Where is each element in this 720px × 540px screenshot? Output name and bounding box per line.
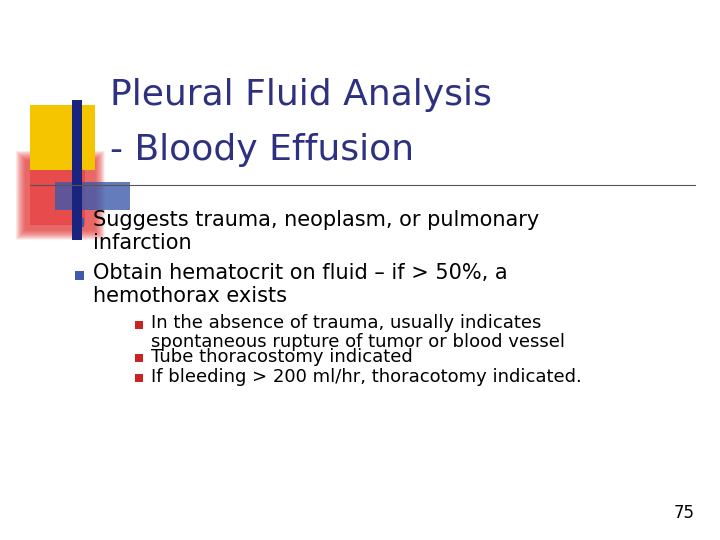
- Bar: [75, 271, 84, 280]
- Bar: [24, 159, 96, 231]
- Bar: [135, 354, 143, 362]
- Bar: [18, 153, 102, 237]
- Bar: [17, 152, 103, 238]
- Text: In the absence of trauma, usually indicates: In the absence of trauma, usually indica…: [151, 314, 541, 332]
- Bar: [72, 100, 82, 240]
- Text: hemothorax exists: hemothorax exists: [93, 286, 287, 306]
- Bar: [24, 159, 96, 232]
- Bar: [16, 151, 104, 239]
- Text: If bleeding > 200 ml/hr, thoracotomy indicated.: If bleeding > 200 ml/hr, thoracotomy ind…: [151, 368, 582, 386]
- Bar: [30, 105, 95, 170]
- Text: Suggests trauma, neoplasm, or pulmonary: Suggests trauma, neoplasm, or pulmonary: [93, 210, 539, 230]
- Bar: [20, 156, 99, 234]
- Bar: [25, 160, 95, 230]
- Bar: [17, 152, 104, 239]
- Bar: [23, 158, 97, 232]
- Bar: [135, 321, 143, 329]
- Bar: [75, 218, 84, 227]
- Bar: [16, 151, 104, 240]
- Bar: [17, 152, 102, 238]
- Bar: [55, 182, 130, 210]
- Bar: [22, 157, 98, 233]
- Bar: [24, 159, 96, 231]
- Bar: [22, 158, 97, 233]
- Text: spontaneous rupture of tumor or blood vessel: spontaneous rupture of tumor or blood ve…: [151, 333, 565, 351]
- Bar: [19, 154, 101, 235]
- Bar: [135, 374, 143, 382]
- Bar: [20, 155, 100, 235]
- Text: 75: 75: [674, 504, 695, 522]
- Text: infarction: infarction: [93, 233, 192, 253]
- Bar: [19, 153, 102, 237]
- Text: Pleural Fluid Analysis: Pleural Fluid Analysis: [110, 78, 492, 112]
- Bar: [30, 170, 85, 225]
- Text: - Bloody Effusion: - Bloody Effusion: [110, 133, 414, 167]
- Text: Tube thoracostomy indicated: Tube thoracostomy indicated: [151, 348, 413, 366]
- Bar: [19, 154, 101, 236]
- Text: Obtain hematocrit on fluid – if > 50%, a: Obtain hematocrit on fluid – if > 50%, a: [93, 263, 508, 283]
- Bar: [22, 157, 99, 233]
- Bar: [21, 156, 99, 234]
